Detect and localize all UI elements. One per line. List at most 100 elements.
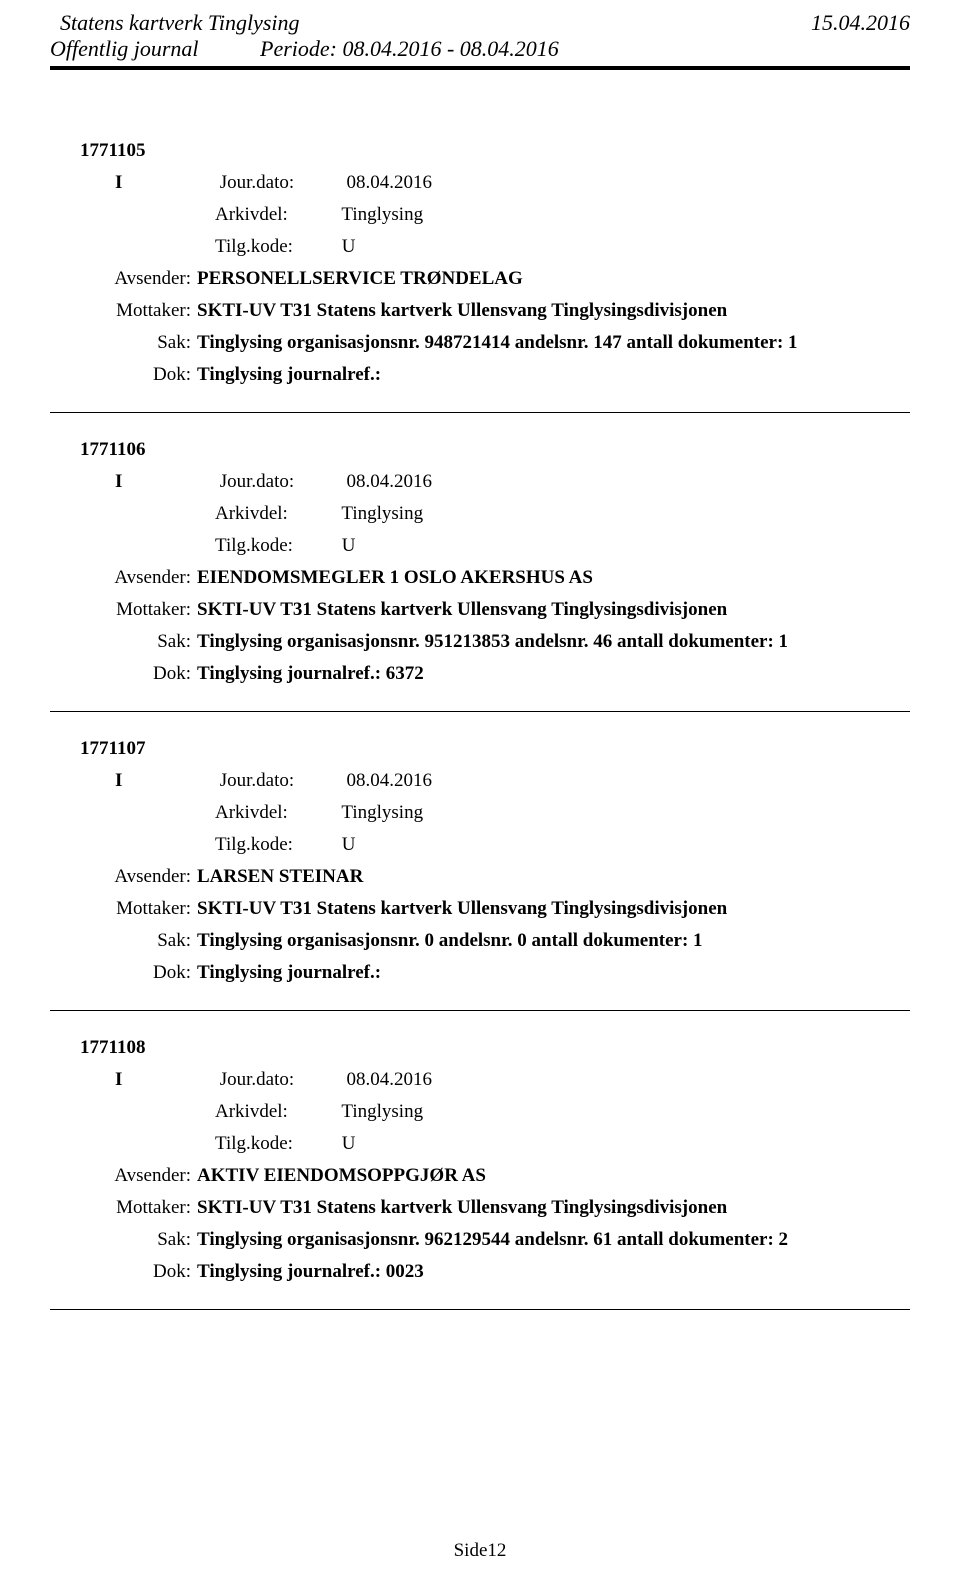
sak-value: Tinglysing organisasjonsnr. 0 andelsnr. … <box>197 930 910 952</box>
header-subtitle: Offentlig journal <box>50 36 260 62</box>
arkivdel-label: Arkivdel: <box>215 204 337 226</box>
sak-label: Sak: <box>105 332 197 354</box>
entry-sak-line: Sak: Tinglysing organisasjonsnr. 9621295… <box>50 1229 910 1251</box>
sak-value: Tinglysing organisasjonsnr. 962129544 an… <box>197 1229 910 1251</box>
jourdato-label: Jour.dato: <box>220 1069 342 1091</box>
tilgkode-value: U <box>342 236 356 257</box>
tilgkode-value: U <box>342 1133 356 1154</box>
journal-entry: 1771105 I Jour.dato: 08.04.2016 Arkivdel… <box>50 140 910 413</box>
page-footer: Side12 <box>0 1540 960 1562</box>
mottaker-value: SKTI-UV T31 Statens kartverk Ullensvang … <box>197 898 910 920</box>
jourdato-value: 08.04.2016 <box>347 770 433 791</box>
dok-label: Dok: <box>105 1261 197 1283</box>
sak-label: Sak: <box>105 930 197 952</box>
header-period: Periode: 08.04.2016 - 08.04.2016 <box>260 36 559 62</box>
jourdato-label: Jour.dato: <box>220 770 342 792</box>
mottaker-label: Mottaker: <box>105 300 197 322</box>
entry-rule <box>50 711 910 712</box>
avsender-value: LARSEN STEINAR <box>197 866 910 888</box>
header-second-row: Offentlig journal Periode: 08.04.2016 - … <box>50 36 910 62</box>
jourdato-label: Jour.dato: <box>220 471 342 493</box>
jourdato-label: Jour.dato: <box>220 172 342 194</box>
dok-value: Tinglysing journalref.: 0023 <box>197 1261 910 1283</box>
tilgkode-label: Tilg.kode: <box>215 1133 337 1155</box>
tilgkode-label: Tilg.kode: <box>215 236 337 258</box>
entry-mottaker-line: Mottaker: SKTI-UV T31 Statens kartverk U… <box>50 898 910 920</box>
entry-rule <box>50 1309 910 1310</box>
dok-label: Dok: <box>105 364 197 386</box>
mottaker-value: SKTI-UV T31 Statens kartverk Ullensvang … <box>197 599 910 621</box>
entry-jourdato-line: I Jour.dato: 08.04.2016 <box>50 471 910 493</box>
avsender-value: PERSONELLSERVICE TRØNDELAG <box>197 268 910 290</box>
tilgkode-label: Tilg.kode: <box>215 834 337 856</box>
entry-id: 1771105 <box>50 140 910 162</box>
entry-jourdato-line: I Jour.dato: 08.04.2016 <box>50 172 910 194</box>
jourdato-value: 08.04.2016 <box>347 471 433 492</box>
mottaker-label: Mottaker: <box>105 898 197 920</box>
entry-type: I <box>115 471 215 493</box>
dok-value: Tinglysing journalref.: <box>197 364 910 386</box>
avsender-label: Avsender: <box>105 1165 197 1187</box>
header-org: Statens kartverk Tinglysing <box>50 10 300 36</box>
entry-tilgkode-line: Tilg.kode: U <box>50 1133 910 1155</box>
avsender-label: Avsender: <box>105 866 197 888</box>
entry-tilgkode-line: Tilg.kode: U <box>50 834 910 856</box>
entry-id: 1771106 <box>50 439 910 461</box>
entry-arkivdel-line: Arkivdel: Tinglysing <box>50 1101 910 1123</box>
entry-dok-line: Dok: Tinglysing journalref.: <box>50 364 910 386</box>
entry-tilgkode-line: Tilg.kode: U <box>50 236 910 258</box>
entry-arkivdel-line: Arkivdel: Tinglysing <box>50 802 910 824</box>
entry-mottaker-line: Mottaker: SKTI-UV T31 Statens kartverk U… <box>50 300 910 322</box>
entry-arkivdel-line: Arkivdel: Tinglysing <box>50 204 910 226</box>
journal-entry: 1771106 I Jour.dato: 08.04.2016 Arkivdel… <box>50 439 910 712</box>
dok-label: Dok: <box>105 962 197 984</box>
entry-dok-line: Dok: Tinglysing journalref.: <box>50 962 910 984</box>
dok-value: Tinglysing journalref.: <box>197 962 910 984</box>
entry-type: I <box>115 770 215 792</box>
arkivdel-value: Tinglysing <box>341 503 423 524</box>
avsender-label: Avsender: <box>105 268 197 290</box>
avsender-value: AKTIV EIENDOMSOPPGJØR AS <box>197 1165 910 1187</box>
arkivdel-label: Arkivdel: <box>215 503 337 525</box>
entry-jourdato-line: I Jour.dato: 08.04.2016 <box>50 770 910 792</box>
entry-dok-line: Dok: Tinglysing journalref.: 0023 <box>50 1261 910 1283</box>
page-header: Statens kartverk Tinglysing 15.04.2016 O… <box>50 10 910 70</box>
tilgkode-value: U <box>342 535 356 556</box>
arkivdel-label: Arkivdel: <box>215 802 337 824</box>
header-top-row: Statens kartverk Tinglysing 15.04.2016 <box>50 10 910 36</box>
dok-label: Dok: <box>105 663 197 685</box>
entry-avsender-line: Avsender: PERSONELLSERVICE TRØNDELAG <box>50 268 910 290</box>
entry-jourdato-line: I Jour.dato: 08.04.2016 <box>50 1069 910 1091</box>
tilgkode-label: Tilg.kode: <box>215 535 337 557</box>
jourdato-value: 08.04.2016 <box>347 1069 433 1090</box>
entry-arkivdel-line: Arkivdel: Tinglysing <box>50 503 910 525</box>
entry-id: 1771107 <box>50 738 910 760</box>
entry-type: I <box>115 172 215 194</box>
sak-label: Sak: <box>105 631 197 653</box>
entry-mottaker-line: Mottaker: SKTI-UV T31 Statens kartverk U… <box>50 1197 910 1219</box>
entry-rule <box>50 412 910 413</box>
entry-sak-line: Sak: Tinglysing organisasjonsnr. 0 andel… <box>50 930 910 952</box>
entry-avsender-line: Avsender: LARSEN STEINAR <box>50 866 910 888</box>
entry-type: I <box>115 1069 215 1091</box>
sak-label: Sak: <box>105 1229 197 1251</box>
sak-value: Tinglysing organisasjonsnr. 948721414 an… <box>197 332 910 354</box>
page-number: Side12 <box>454 1540 507 1561</box>
entry-id: 1771108 <box>50 1037 910 1059</box>
entry-sak-line: Sak: Tinglysing organisasjonsnr. 9487214… <box>50 332 910 354</box>
jourdato-value: 08.04.2016 <box>347 172 433 193</box>
entry-avsender-line: Avsender: AKTIV EIENDOMSOPPGJØR AS <box>50 1165 910 1187</box>
journal-entry: 1771108 I Jour.dato: 08.04.2016 Arkivdel… <box>50 1037 910 1310</box>
arkivdel-label: Arkivdel: <box>215 1101 337 1123</box>
sak-value: Tinglysing organisasjonsnr. 951213853 an… <box>197 631 910 653</box>
arkivdel-value: Tinglysing <box>341 1101 423 1122</box>
entry-tilgkode-line: Tilg.kode: U <box>50 535 910 557</box>
mottaker-value: SKTI-UV T31 Statens kartverk Ullensvang … <box>197 300 910 322</box>
header-date: 15.04.2016 <box>811 10 910 36</box>
mottaker-label: Mottaker: <box>105 599 197 621</box>
tilgkode-value: U <box>342 834 356 855</box>
avsender-value: EIENDOMSMEGLER 1 OSLO AKERSHUS AS <box>197 567 910 589</box>
dok-value: Tinglysing journalref.: 6372 <box>197 663 910 685</box>
entry-mottaker-line: Mottaker: SKTI-UV T31 Statens kartverk U… <box>50 599 910 621</box>
header-rule <box>50 66 910 70</box>
